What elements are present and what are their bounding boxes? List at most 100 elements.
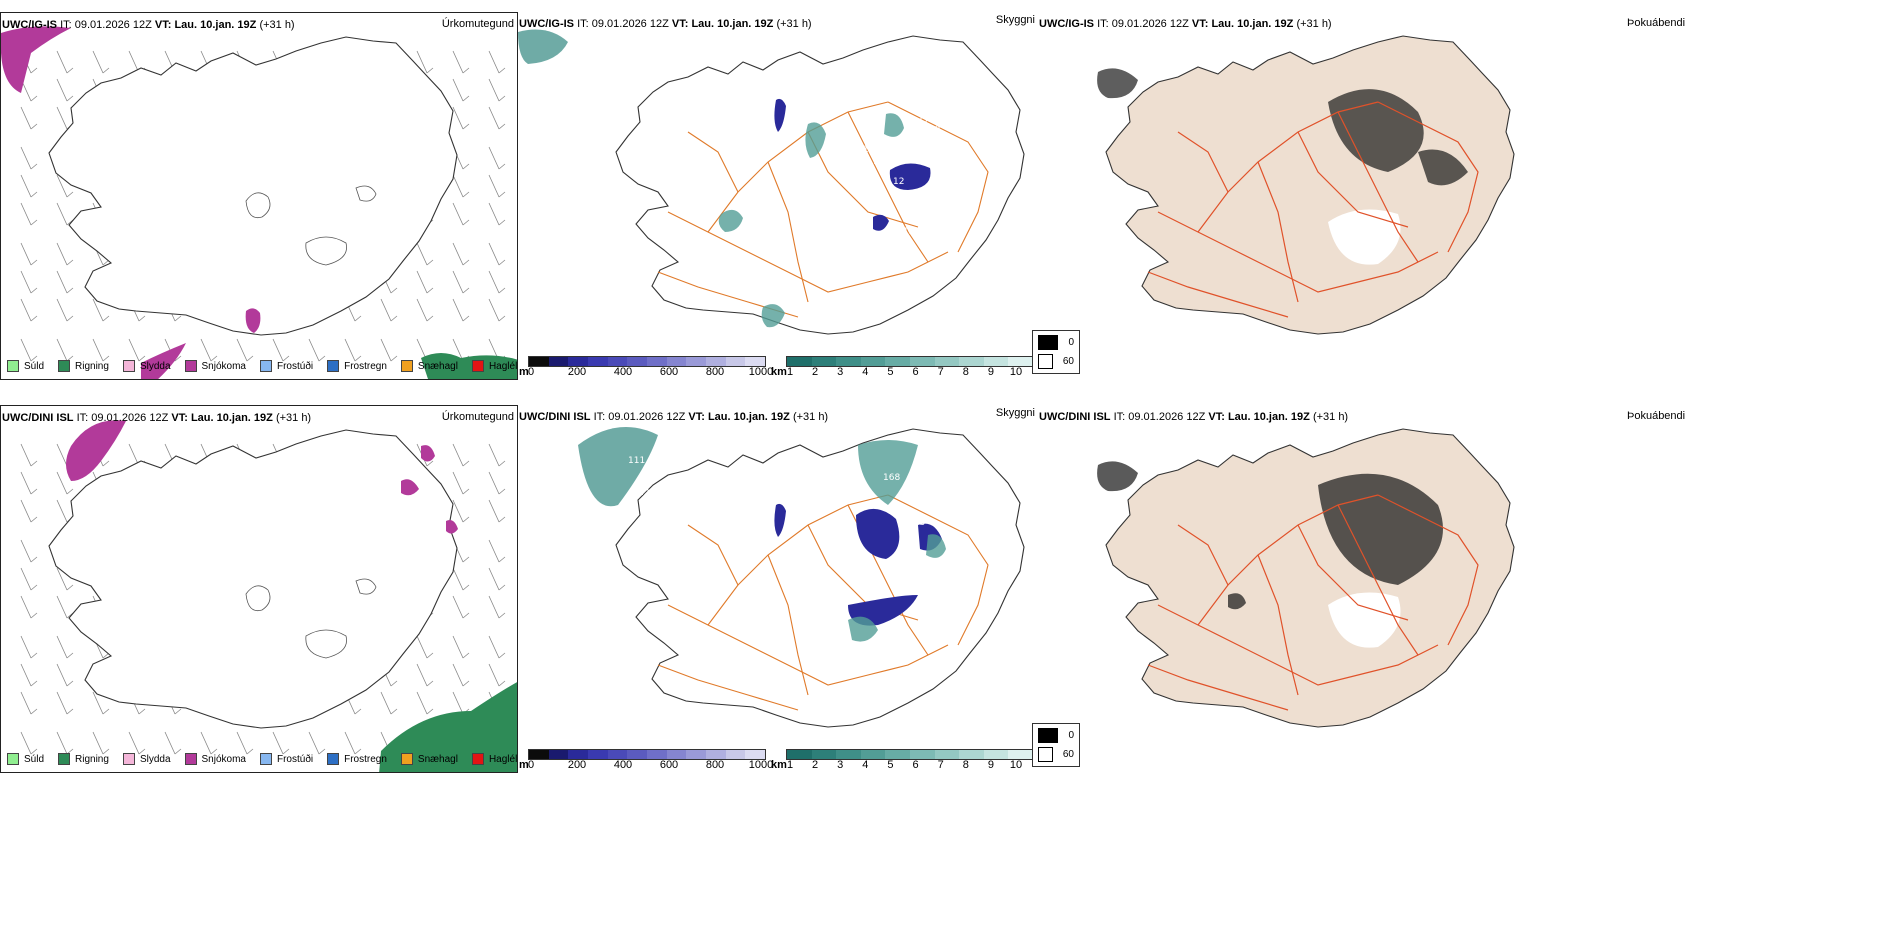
vt-label: VT: xyxy=(1191,18,1209,30)
vt-label: VT: xyxy=(671,18,689,30)
chart-header: UWC/DINI ISL IT: 09.01.2026 12Z VT: Lau.… xyxy=(1039,410,1348,424)
fog-panel-bottom: UWC/DINI ISL IT: 09.01.2026 12Z VT: Lau.… xyxy=(1038,405,1900,773)
colorbar-cell xyxy=(627,750,648,759)
fog-legend-label: 60 xyxy=(1062,356,1074,367)
map-value-label: 15 xyxy=(653,503,664,513)
vt-value: Lau. 10.jan. 19Z xyxy=(1211,18,1294,30)
lead-time: (+31 h) xyxy=(275,412,312,424)
legend-label: Snæhagl xyxy=(417,753,458,765)
legend-item-1: Rigning xyxy=(58,753,109,765)
colorbar-cell xyxy=(860,357,886,366)
legend-swatch xyxy=(471,753,484,765)
legend-swatch xyxy=(327,360,340,372)
chart-header: UWC/IG-IS IT: 09.01.2026 12Z VT: Lau. 10… xyxy=(1039,17,1332,31)
colorbar-tick: 1 xyxy=(786,366,794,378)
visibility-unit: km xyxy=(771,366,787,378)
model-name: UWC/DINI ISL xyxy=(1039,411,1111,423)
legend-label: Frostúði xyxy=(276,360,314,372)
colorbar-cell xyxy=(529,750,549,759)
colorbar-tick: 5 xyxy=(887,366,894,378)
colorbar-tick: 1000 xyxy=(748,366,774,378)
visibility-panel-bottom: 111 120 15 168 153 107 159 150 113 UWC/DINI ISL … xyxy=(518,405,1038,773)
legend-swatch xyxy=(259,753,272,765)
vt-label: VT: xyxy=(154,19,172,31)
legend-item-6: Snæhagl xyxy=(400,753,458,765)
precip-map-bottom xyxy=(20,420,517,772)
legend-label: Haglél xyxy=(488,360,518,372)
lead-time: (+31 h) xyxy=(776,18,812,30)
map-value-label: 16 xyxy=(863,145,875,155)
it-value: 09.01.2026 12Z xyxy=(1111,18,1189,30)
vt-value: Lau. 10.jan. 19Z xyxy=(691,18,774,30)
fog-legend-label: 0 xyxy=(1068,730,1074,741)
legend-label: Snjókoma xyxy=(201,360,246,372)
it-value: 09.01.2026 12Z xyxy=(591,18,669,30)
colorbar-cell xyxy=(885,357,910,366)
cloud-base-colorbar xyxy=(528,356,766,367)
it-label: IT: xyxy=(76,412,89,424)
cloud-base-unit: m xyxy=(519,759,529,771)
legend-item-3: Snjókoma xyxy=(184,360,246,372)
colorbar-cell xyxy=(588,357,608,366)
colorbar-tick: 4 xyxy=(862,759,869,771)
colorbar-cell xyxy=(706,357,726,366)
legend-swatch xyxy=(7,360,19,372)
it-label: IT: xyxy=(1113,411,1126,423)
precip-legend: Súld Rigning Slydda Snjókoma Frostúði Frostre… xyxy=(7,753,518,765)
colorbar-tick: 3 xyxy=(837,759,844,771)
fog-title: Þokuábendi xyxy=(1627,17,1686,29)
colorbar-cell xyxy=(787,750,812,759)
lead-time: (+31 h) xyxy=(792,411,829,423)
colorbar-tick: 10 xyxy=(1009,366,1023,378)
legend-swatch xyxy=(7,753,19,765)
map-value-label: 12 xyxy=(893,177,904,187)
colorbar-tick: 200 xyxy=(567,759,587,771)
precip-map-top xyxy=(1,26,517,379)
fog-legend-bottom: 0 60 xyxy=(1032,723,1080,767)
chart-header: UWC/DINI ISL IT: 09.01.2026 12Z VT: Lau.… xyxy=(519,410,828,424)
colorbar-cell xyxy=(725,750,746,759)
legend-item-4: Frostúði xyxy=(259,753,313,765)
visibility-panel-top: 16 121 12 199 159 177 110 UWC/IG-IS IT: 09.01.… xyxy=(518,12,1038,380)
lead-time: (+31 h) xyxy=(1312,411,1349,423)
map-value-label: 113 xyxy=(891,568,908,578)
colorbar-tick: 8 xyxy=(962,759,969,771)
colorbar-cell xyxy=(607,357,628,366)
colorbar-tick: 7 xyxy=(937,759,944,771)
colorbar-tick: 9 xyxy=(987,759,994,771)
colorbar-cell xyxy=(811,357,837,366)
colorbar-tick: 400 xyxy=(613,759,633,771)
colorbar-cell xyxy=(588,750,608,759)
colorbar-cell xyxy=(745,750,766,759)
map-value-label: 150 xyxy=(913,610,930,620)
colorbar-tick: 1000 xyxy=(748,759,774,771)
colorbar-cell xyxy=(706,750,726,759)
legend-item-2: Slydda xyxy=(122,753,171,765)
legend-swatch xyxy=(400,360,413,372)
it-value: 09.01.2026 12Z xyxy=(91,412,169,424)
fog-legend-swatch xyxy=(1038,354,1053,369)
colorbar-tick: 800 xyxy=(705,366,725,378)
legend-label: Haglél xyxy=(488,753,518,765)
precip-type-title: Úrkomutegund xyxy=(441,18,514,30)
colorbar-tick: 8 xyxy=(962,366,969,378)
colorbar-cell xyxy=(686,750,707,759)
colorbar-cell xyxy=(836,357,861,366)
fog-legend-row: 0 xyxy=(1038,335,1074,350)
colorbar-tick: 9 xyxy=(987,366,994,378)
legend-label: Súld xyxy=(24,753,45,765)
colorbar-cell xyxy=(745,357,766,366)
chart-header: UWC/IG-IS IT: 09.01.2026 12Z VT: Lau. 10… xyxy=(2,18,295,32)
it-value: 09.01.2026 12Z xyxy=(1128,411,1206,423)
legend-label: Slydda xyxy=(139,360,171,372)
colorbar-cell xyxy=(627,357,648,366)
colorbar-tick: 2 xyxy=(812,366,819,378)
precip-type-panel-bottom: UWC/DINI ISL IT: 09.01.2026 12Z VT: Lau.… xyxy=(0,405,518,773)
fog-map-top xyxy=(1097,35,1515,335)
colorbar-cell xyxy=(836,750,861,759)
colorbar-cell xyxy=(607,750,628,759)
map-value-label: 120 xyxy=(638,488,655,498)
vt-value: Lau. 10.jan. 19Z xyxy=(174,19,257,31)
legend-swatch xyxy=(400,753,413,765)
